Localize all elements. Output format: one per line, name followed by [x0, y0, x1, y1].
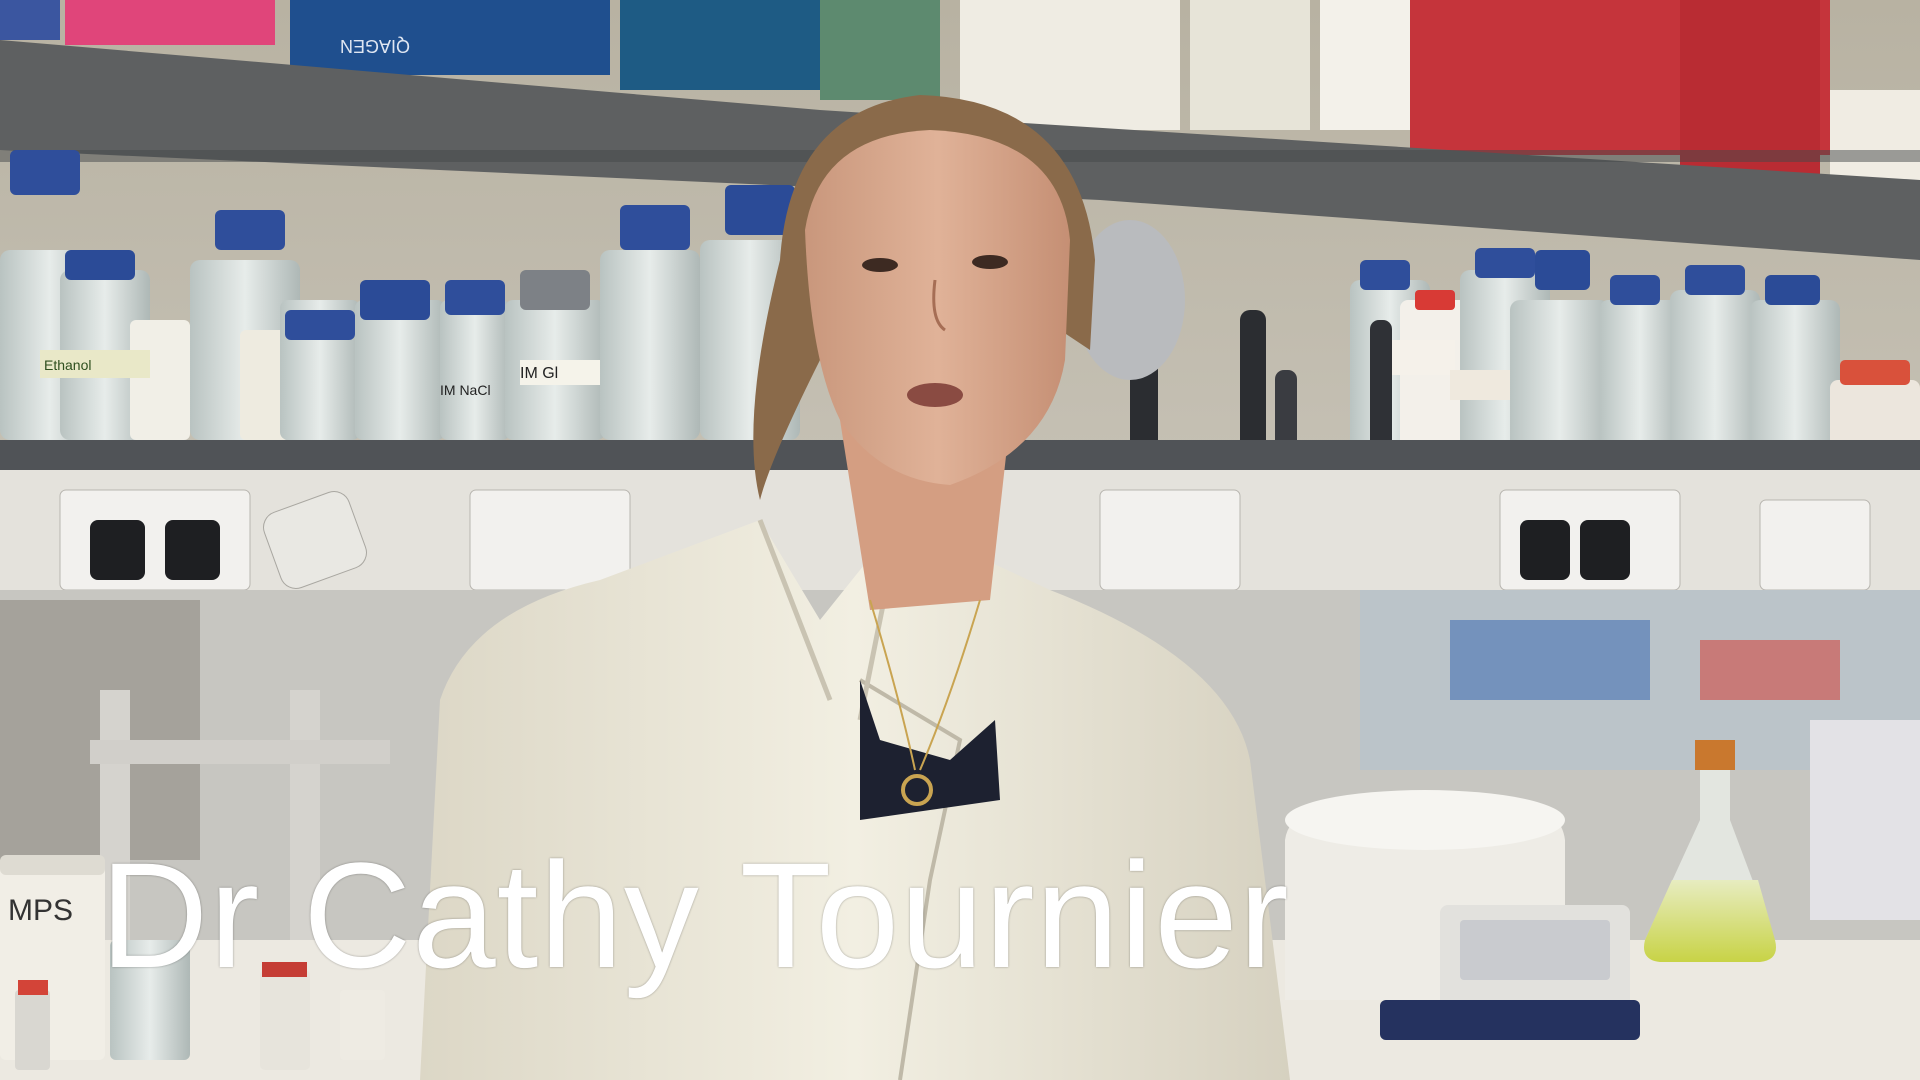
- upper-shelf-boxes: [0, 0, 1920, 190]
- speaker-name-caption: Dr Cathy Tournier: [100, 831, 1290, 999]
- lab-coat: [420, 520, 1290, 1080]
- pendant: [901, 774, 933, 806]
- foil-object: [1075, 220, 1185, 380]
- left-eye: [862, 258, 898, 272]
- right-eye: [972, 255, 1008, 269]
- qiagen-box-label: QIAGEN: [340, 36, 410, 56]
- person: [420, 95, 1290, 1080]
- face: [805, 130, 1070, 485]
- mouth: [907, 383, 963, 407]
- jar-label-4: Ethanol: [44, 357, 91, 373]
- bench-items-left: [0, 855, 385, 1070]
- jar-label-1: IM NaCl: [440, 382, 491, 398]
- centrifuge: [1285, 790, 1640, 1040]
- timer-device: [263, 491, 367, 589]
- tip-boxes: [1810, 720, 1920, 920]
- wall-sockets: [59, 489, 1871, 591]
- jar-label-2: IM Gl: [520, 365, 558, 382]
- jar-label-3: MPS: [8, 894, 73, 927]
- conical-flask: [1644, 740, 1776, 962]
- shirt: [860, 680, 1000, 820]
- reagent-bottles-right: [1350, 248, 1920, 460]
